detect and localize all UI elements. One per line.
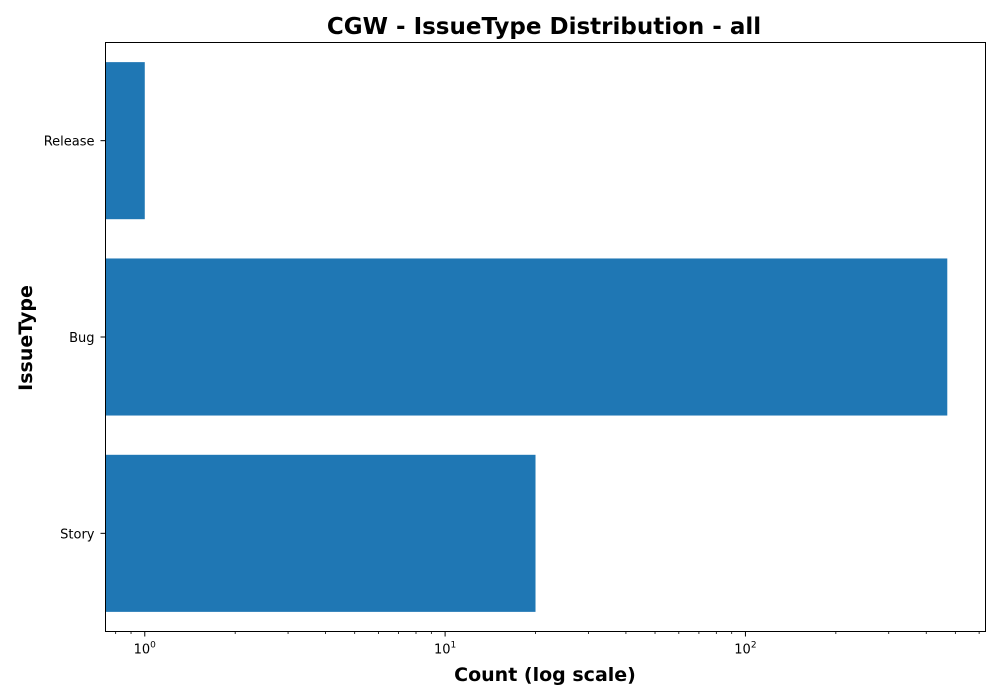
chart-title: CGW - IssueType Distribution - all bbox=[327, 14, 761, 40]
y-tick-label-bug: Bug bbox=[69, 331, 94, 346]
y-tick-label-release: Release bbox=[44, 135, 95, 150]
bar-bug bbox=[105, 258, 948, 416]
bar-release bbox=[105, 62, 145, 220]
x-tick-label-10-2: 102 bbox=[734, 641, 756, 658]
bar-story bbox=[105, 454, 536, 612]
bars-group bbox=[105, 62, 948, 612]
x-tick-label-10-1: 101 bbox=[434, 641, 456, 658]
y-ticks-group: Release Bug Story bbox=[44, 135, 106, 542]
y-tick-label-story: Story bbox=[60, 527, 95, 542]
x-tick-label-10-0: 100 bbox=[134, 641, 157, 658]
x-axis-title: Count (log scale) bbox=[454, 664, 636, 686]
x-ticks-group: 100 101 102 bbox=[115, 631, 980, 658]
plot-frame bbox=[105, 42, 986, 632]
y-axis-title: IssueType bbox=[15, 285, 37, 391]
